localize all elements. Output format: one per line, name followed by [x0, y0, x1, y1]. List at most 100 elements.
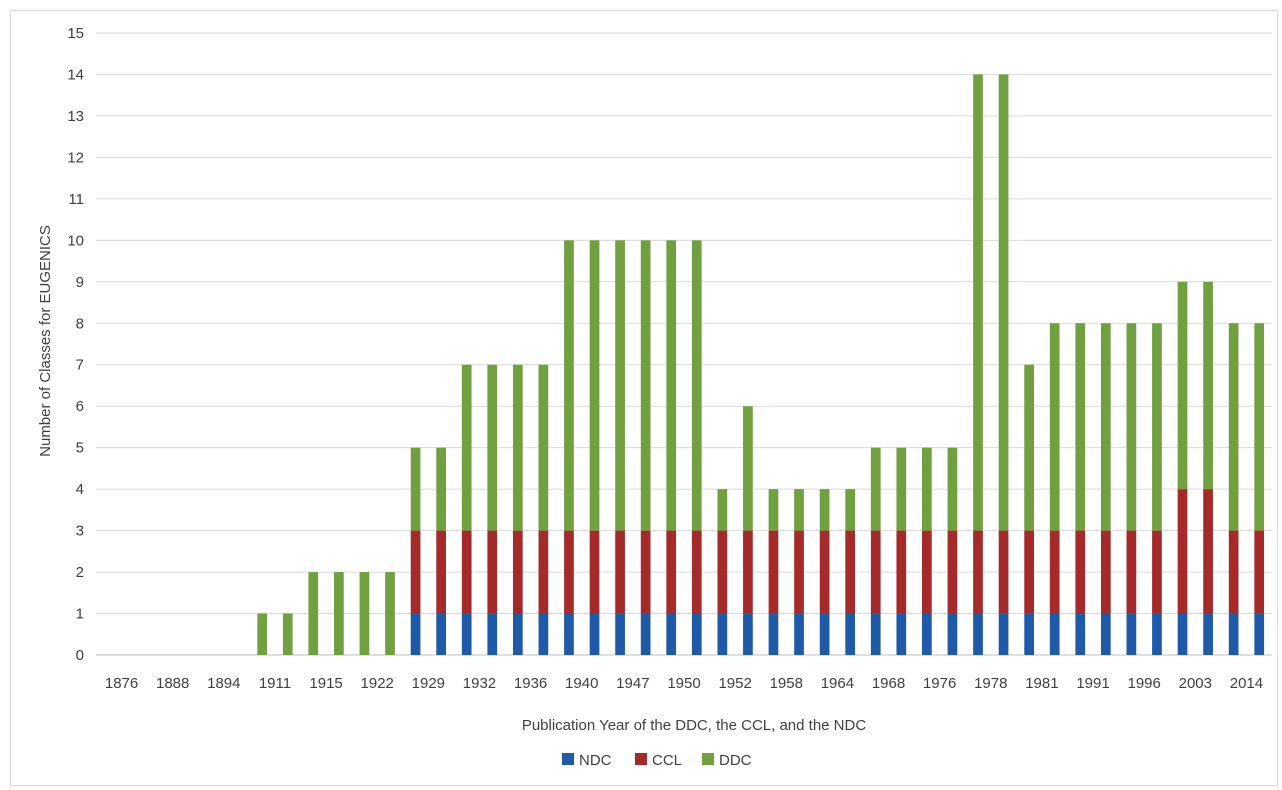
bar-segment-ndc [973, 613, 983, 655]
bar-segment-ddc [334, 572, 344, 655]
bar-segment-ccl [1024, 530, 1034, 614]
bar-segment-ddc [615, 240, 625, 531]
bar-segment-ddc [640, 240, 651, 531]
bar-segment-ndc [1228, 613, 1239, 655]
bar-segment-ccl [1049, 530, 1060, 614]
x-tick-label: 1978 [974, 675, 1007, 692]
bar-segment-ddc [589, 240, 600, 531]
bar-segment-ndc [1075, 613, 1086, 655]
bar-segment-ndc [410, 613, 421, 655]
bar-segment-ddc [947, 447, 958, 531]
x-tick-label: 1932 [463, 675, 496, 692]
y-axis-title: Number of Classes for EUGENICS [37, 225, 54, 457]
bar-segment-ndc [538, 613, 549, 655]
bar-segment-ndc [845, 613, 856, 655]
bar-segment-ccl [512, 530, 523, 614]
y-tick-label: 6 [76, 398, 84, 415]
x-tick-label: 2003 [1179, 675, 1212, 692]
x-axis-title: Publication Year of the DDC, the CCL, an… [522, 717, 867, 734]
bar-segment-ccl [666, 530, 677, 614]
bar-segment-ddc [308, 572, 319, 655]
y-tick-label: 11 [68, 191, 84, 208]
bars [257, 74, 1265, 655]
x-tick-label: 1911 [259, 675, 291, 692]
x-tick-label: 1964 [821, 675, 854, 692]
legend-label-ccl: CCL [652, 752, 682, 769]
bar-segment-ddc [385, 572, 395, 655]
bar-segment-ddc [538, 364, 549, 531]
bar-segment-ccl [564, 530, 574, 614]
bar-segment-ndc [896, 613, 907, 655]
legend-swatch-ndc [562, 753, 574, 765]
y-tick-label: 1 [76, 606, 84, 623]
bar-segment-ccl [436, 530, 446, 614]
bar-segment-ndc [1203, 613, 1213, 655]
x-tick-label: 1952 [718, 675, 751, 692]
bar-segment-ndc [436, 613, 446, 655]
bar-segment-ddc [998, 74, 1009, 531]
bar-segment-ndc [794, 613, 804, 655]
bar-segment-ccl [922, 530, 932, 614]
bar-segment-ddc [743, 406, 753, 531]
bar-segment-ccl [615, 530, 625, 614]
bar-segment-ddc [1203, 281, 1213, 490]
bar-segment-ddc [1177, 281, 1188, 490]
bar-segment-ndc [1100, 613, 1111, 655]
x-tick-label: 2014 [1230, 675, 1263, 692]
x-tick-label: 1936 [514, 675, 547, 692]
bar-segment-ccl [1152, 530, 1162, 614]
bar-segment-ccl [487, 530, 498, 614]
bar-segment-ddc [1075, 323, 1086, 531]
bar-segment-ndc [615, 613, 625, 655]
x-tick-label: 1976 [923, 675, 956, 692]
bar-segment-ndc [461, 613, 472, 655]
y-tick-label: 14 [67, 66, 84, 83]
bar-segment-ddc [359, 572, 370, 655]
bar-segment-ndc [564, 613, 574, 655]
bar-segment-ndc [1254, 613, 1265, 655]
legend-swatch-ddc [702, 753, 714, 765]
bar-segment-ccl [794, 530, 804, 614]
y-tick-label: 15 [67, 25, 84, 42]
bar-segment-ddc [1228, 323, 1239, 531]
bar-segment-ccl [640, 530, 651, 614]
bar-segment-ndc [589, 613, 600, 655]
x-tick-label: 1947 [616, 675, 649, 692]
bar-segment-ccl [717, 530, 728, 614]
bar-segment-ccl [973, 530, 983, 614]
bar-segment-ccl [1100, 530, 1111, 614]
y-tick-label: 5 [76, 440, 84, 457]
bar-segment-ndc [640, 613, 651, 655]
bar-segment-ddc [1254, 323, 1265, 531]
bar-segment-ddc [436, 447, 446, 531]
y-tick-label: 13 [67, 108, 84, 125]
bar-segment-ddc [666, 240, 677, 531]
bar-segment-ccl [768, 530, 779, 614]
bar-segment-ddc [845, 489, 856, 531]
y-tick-label: 2 [76, 564, 84, 581]
y-tick-label: 3 [76, 523, 84, 540]
x-tick-label: 1958 [770, 675, 803, 692]
x-axis-ticks: 1876 1888 1894 1911 1915 1922 1929 1932 1936 1940… [105, 675, 1263, 692]
bar-segment-ddc [691, 240, 702, 531]
bar-segment-ccl [870, 530, 881, 614]
bar-segment-ndc [870, 613, 881, 655]
x-tick-label: 1968 [872, 675, 905, 692]
bar-segment-ndc [487, 613, 498, 655]
x-tick-label: 1876 [105, 675, 138, 692]
bar-segment-ccl [819, 530, 830, 614]
bar-segment-ddc [564, 240, 574, 531]
bar-segment-ndc [1126, 613, 1137, 655]
bar-segment-ddc [512, 364, 523, 531]
bar-segment-ccl [1075, 530, 1086, 614]
bar-segment-ddc [1049, 323, 1060, 531]
x-tick-label: 1991 [1076, 675, 1109, 692]
bar-segment-ndc [1049, 613, 1060, 655]
bar-segment-ccl [743, 530, 753, 614]
bar-segment-ndc [819, 613, 830, 655]
bar-segment-ddc [922, 447, 932, 531]
bar-segment-ndc [998, 613, 1009, 655]
bar-segment-ndc [717, 613, 728, 655]
bar-segment-ddc [819, 489, 830, 531]
